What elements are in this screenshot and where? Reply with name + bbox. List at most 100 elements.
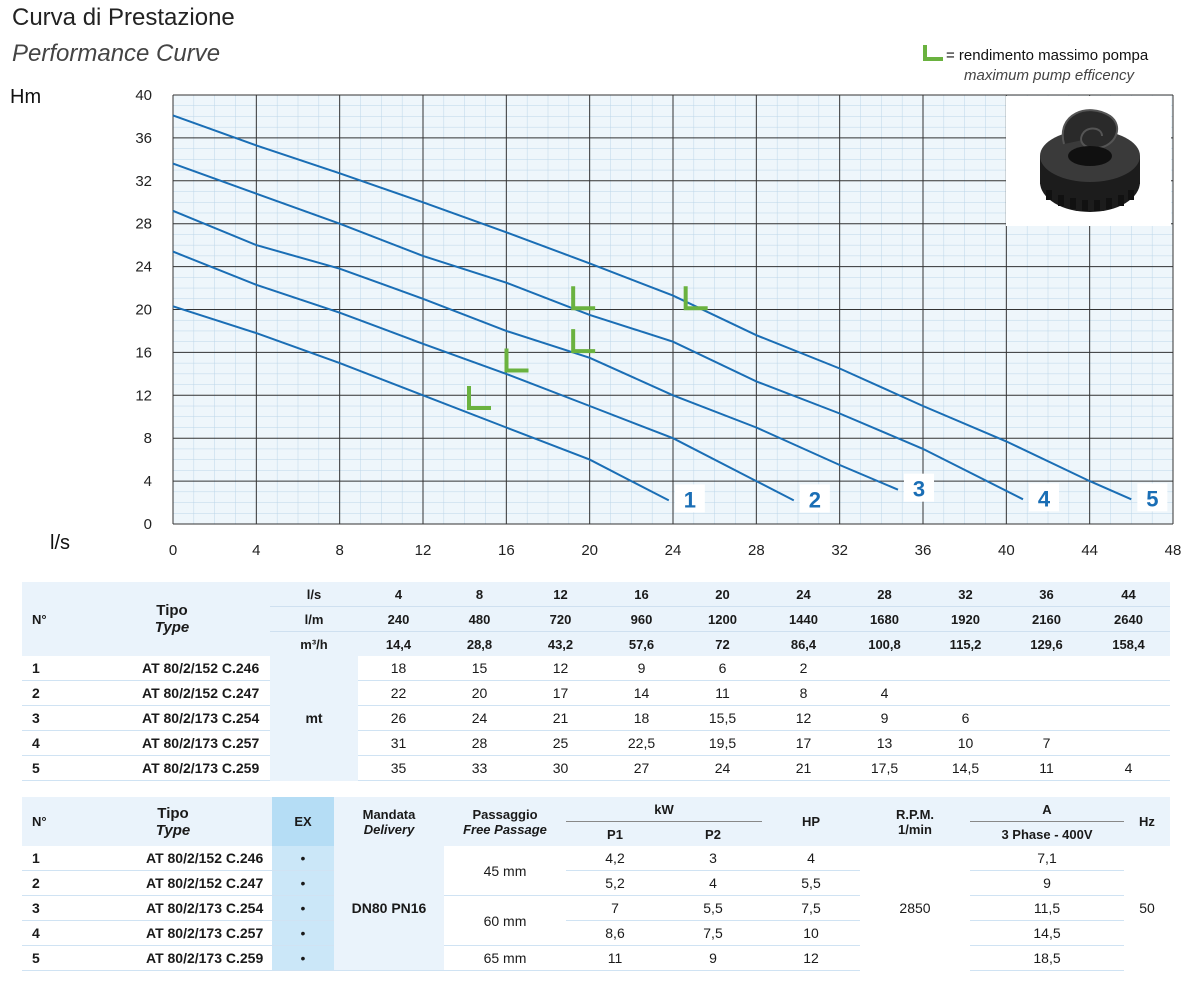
- row-number: 1: [22, 846, 74, 871]
- head-cell: [1006, 680, 1087, 706]
- mandata-header: Mandata Delivery: [334, 797, 444, 846]
- tipo-label: Tipo: [156, 602, 188, 619]
- perf-cell: 44: [1087, 582, 1170, 607]
- table-row: 4 AT 80/2/173 C.257 31 28 25 22,5 19,5 1…: [22, 730, 1170, 756]
- hz-value: 50: [1124, 846, 1170, 971]
- table-row: 5 AT 80/2/173 C.259 35 33 30 27 24 21 17…: [22, 755, 1170, 781]
- x-tick-label: 28: [748, 542, 765, 559]
- kw-header: kW: [566, 797, 762, 822]
- ex-dot: •: [272, 945, 334, 971]
- head-cell: 14: [601, 680, 682, 706]
- p2-cell: 9: [664, 945, 762, 971]
- tipo-header: Tipo Type: [74, 582, 270, 656]
- impeller-icon: [1040, 109, 1140, 212]
- series-5-line: [172, 114, 1132, 501]
- efficiency-point-marker: [467, 386, 491, 411]
- head-cell: [1087, 680, 1170, 706]
- table-row: 1 AT 80/2/152 C.246 mt 18 15 12 9 6 2: [22, 656, 1170, 781]
- a-header: A: [970, 797, 1124, 822]
- performance-chart: 0 4 8 12 16 20 24 28 32 36 40 44 4804812162024283236…: [135, 87, 1181, 559]
- head-cell: [1006, 705, 1087, 731]
- efficiency-point-marker: [571, 329, 596, 354]
- p2-cell: 5,5: [664, 895, 762, 921]
- perf-cell: 720: [520, 606, 601, 632]
- table-row: 3 AT 80/2/173 C.254 26 24 21 18 15,5 12 …: [22, 705, 1170, 731]
- page-title: Curva di Prestazione: [12, 4, 235, 31]
- x-tick-label: 36: [915, 542, 932, 559]
- series-label-bg: [1137, 483, 1168, 512]
- head-cell: 33: [439, 755, 520, 781]
- head-cell: 17,5: [844, 755, 925, 781]
- n-header: N°: [22, 582, 74, 656]
- x-tick-label: 0: [169, 542, 177, 559]
- head-cell: 10: [925, 730, 1006, 756]
- head-cell: 20: [439, 680, 520, 706]
- x-tick-label: 20: [581, 542, 598, 559]
- perf-header-row-ls: N° Tipo Type l/s 4 8 12 16 20 24 28 32 3…: [22, 582, 1170, 656]
- x-tick-label: 44: [1081, 542, 1098, 559]
- y-tick-label: 12: [135, 387, 152, 404]
- head-cell: [925, 680, 1006, 706]
- series-1-label: 1: [684, 487, 696, 512]
- unit-lm: l/m: [270, 606, 358, 632]
- series-label-bg: [1029, 483, 1059, 512]
- head-cell: 9: [601, 656, 682, 681]
- y-tick-label: 8: [144, 430, 152, 447]
- perf-cell: 36: [1006, 582, 1087, 607]
- y-tick-label: 36: [135, 130, 152, 147]
- hp-cell: 4: [762, 846, 860, 871]
- series-2-line: [172, 250, 795, 502]
- p1-cell: 4,2: [566, 846, 664, 871]
- row-type: AT 80/2/173 C.254: [74, 705, 270, 731]
- rpm-value: 2850: [860, 846, 970, 971]
- y-tick-label: 20: [135, 302, 152, 319]
- hp-header: HP: [762, 797, 860, 846]
- head-cell: 8: [763, 680, 844, 706]
- head-cell: 31: [358, 730, 439, 756]
- p2-cell: 3: [664, 846, 762, 871]
- page-subtitle: Performance Curve: [12, 40, 221, 67]
- head-cell: 17: [520, 680, 601, 706]
- y-axis-label: Hm: [10, 86, 42, 108]
- efficiency-mark-icon: [923, 45, 943, 61]
- head-cell: 30: [520, 755, 601, 781]
- a-cell: 14,5: [970, 920, 1124, 946]
- unit-m3h: m³/h: [270, 631, 358, 656]
- x-axis-label: l/s: [50, 532, 70, 554]
- series-4-label: 4: [1038, 486, 1051, 511]
- row-number: 4: [22, 920, 74, 946]
- spec-table: N° Tipo Type EX Mandata Delivery Passagg…: [22, 797, 1170, 971]
- head-cell: 22,5: [601, 730, 682, 756]
- perf-cell: 28,8: [439, 631, 520, 656]
- phase-header: 3 Phase - 400V: [970, 821, 1124, 846]
- x-tick-label: 4: [252, 542, 260, 559]
- ex-dot: •: [272, 920, 334, 946]
- series-label-bg: [904, 473, 934, 502]
- row-type: AT 80/2/173 C.254: [74, 895, 272, 921]
- perf-cell: 480: [439, 606, 520, 632]
- head-cell: 15,5: [682, 705, 763, 731]
- head-cell: 21: [520, 705, 601, 731]
- unit-mt: mt: [270, 656, 358, 781]
- perf-cell: 57,6: [601, 631, 682, 656]
- table-row: 2 AT 80/2/152 C.247 • 5,2 4 5,5 9: [22, 870, 1170, 896]
- head-cell: 22: [358, 680, 439, 706]
- y-tick-label: 16: [135, 344, 152, 361]
- passage-value: 65 mm: [444, 945, 566, 971]
- perf-cell: 14,4: [358, 631, 439, 656]
- head-cell: 28: [439, 730, 520, 756]
- p2-header: P2: [664, 821, 762, 846]
- p2-cell: 7,5: [664, 920, 762, 946]
- y-tick-label: 24: [135, 259, 152, 276]
- head-cell: 15: [439, 656, 520, 681]
- table-row: 2 AT 80/2/152 C.247 22 20 17 14 11 8 4: [22, 680, 1170, 706]
- passage-value: 60 mm: [444, 895, 566, 946]
- y-tick-label: 40: [135, 87, 152, 104]
- table-row: 4 AT 80/2/173 C.257 • 8,6 7,5 10 14,5: [22, 920, 1170, 946]
- perf-cell: 86,4: [763, 631, 844, 656]
- y-tick-label: 4: [144, 473, 152, 490]
- row-number: 3: [22, 895, 74, 921]
- head-cell: [1087, 656, 1170, 681]
- legend-line1: = rendimento massimo pompa: [946, 47, 1149, 64]
- spec-header-row: N° Tipo Type EX Mandata Delivery Passagg…: [22, 797, 1170, 846]
